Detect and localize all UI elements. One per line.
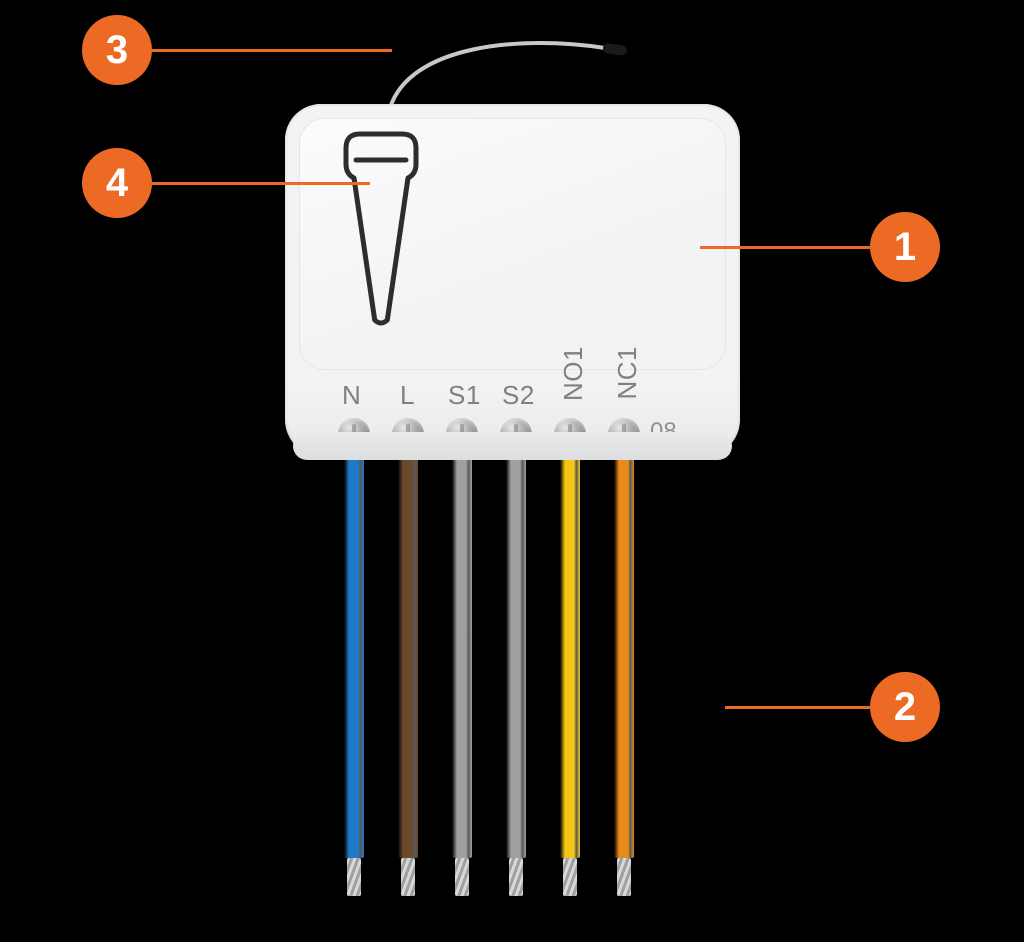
wire-core-6 (617, 858, 631, 896)
wire-core-1 (347, 858, 361, 896)
wire-4 (506, 458, 526, 858)
reset-button-flap (336, 130, 426, 330)
wire-core-3 (455, 858, 469, 896)
callout-badge-3: 3 (82, 15, 152, 85)
terminal-label-nc1: NC1 (612, 346, 643, 400)
callout-leader-1 (700, 246, 870, 249)
wire-core-4 (509, 858, 523, 896)
wire-5 (560, 458, 580, 858)
callout-badge-1: 1 (870, 212, 940, 282)
callout-leader-3 (152, 49, 392, 52)
terminal-label-s1: S1 (448, 380, 481, 411)
wire-2 (398, 458, 418, 858)
wire-1 (344, 458, 364, 858)
terminal-label-n: N (342, 380, 361, 411)
wire-core-2 (401, 858, 415, 896)
antenna-wire (390, 43, 605, 108)
callout-leader-2 (725, 706, 870, 709)
terminal-label-no1: NO1 (558, 346, 589, 401)
callout-badge-2: 2 (870, 672, 940, 742)
terminal-label-l: L (400, 380, 415, 411)
callout-leader-4 (152, 182, 370, 185)
antenna-tip (602, 43, 627, 56)
diagram-stage: NLS1S2NO1NC1 08 3412 (0, 0, 1024, 942)
wire-6 (614, 458, 634, 858)
device-module-lip (293, 432, 732, 460)
callout-badge-4: 4 (82, 148, 152, 218)
wire-core-5 (563, 858, 577, 896)
terminal-label-s2: S2 (502, 380, 535, 411)
wire-3 (452, 458, 472, 858)
